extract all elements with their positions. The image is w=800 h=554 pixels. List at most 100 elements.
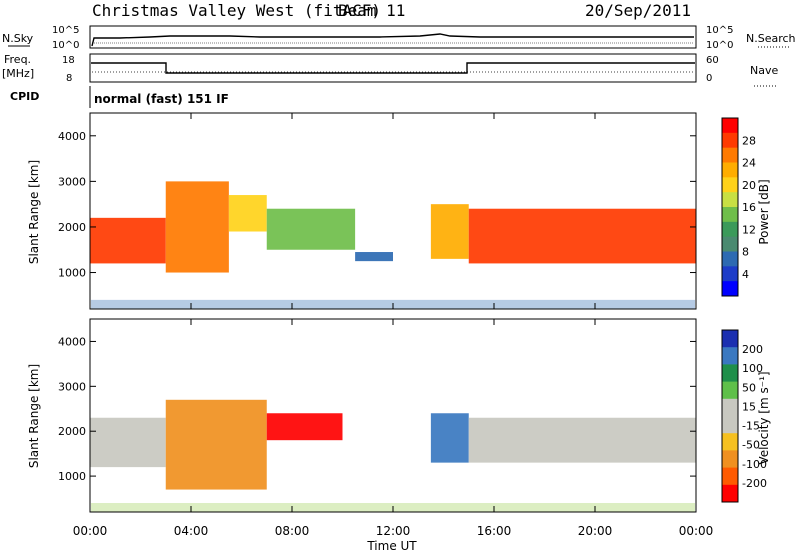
xtick-label-6: 00:00 <box>679 524 714 538</box>
velocity-colorbar-swatch-3 <box>722 381 738 400</box>
velocity-colorbar-swatch-5 <box>722 416 738 434</box>
power-colorbar-swatch-7 <box>722 221 738 238</box>
xtick-label-2: 08:00 <box>275 524 310 538</box>
power-colorbar-tick-1: 24 <box>742 157 756 170</box>
velocity-colorbar-tick-3: 15 <box>742 400 756 413</box>
power-band-0 <box>90 217 166 264</box>
nsky-tick-top: 10^5 <box>52 25 79 36</box>
power-colorbar-swatch-6 <box>722 207 738 223</box>
beam-title: Beam 11 <box>338 1 405 20</box>
nsearch-tick-top: 10^5 <box>706 25 733 36</box>
freq-panel-frame <box>89 53 697 83</box>
nave-label: Nave <box>750 64 778 77</box>
velocity-band-2 <box>266 413 343 441</box>
cpid-label: CPID <box>10 90 39 103</box>
power-ylabel: Slant Range [km] <box>27 160 41 264</box>
power-colorbar-tick-5: 8 <box>742 246 749 259</box>
xtick-label-1: 04:00 <box>174 524 209 538</box>
nave-tick-bottom: 0 <box>706 73 712 84</box>
nsky-label: N.Sky <box>2 32 34 45</box>
power-colorbar-swatch-4 <box>722 177 738 193</box>
xtick-label-4: 16:00 <box>477 524 512 538</box>
velocity-y-axis: 1000 2000 3000 4000 <box>58 335 696 483</box>
velocity-colorbar-swatch-9 <box>722 484 738 503</box>
velocity-ytick-label-2: 3000 <box>58 380 86 393</box>
cpid-value: normal (fast) 151 IF <box>94 92 229 106</box>
xtick-label-0: 00:00 <box>73 524 108 538</box>
power-ytick-label-2: 3000 <box>58 175 86 188</box>
power-colorbar-swatch-5 <box>722 192 738 208</box>
nsearch-tick-bottom: 10^0 <box>706 40 733 51</box>
time-xlabel: Time UT <box>366 539 417 553</box>
freq-unit: [MHz] <box>2 67 34 80</box>
velocity-colorbar-swatch-0 <box>722 330 738 348</box>
nsearch-label: N.Search <box>746 32 796 45</box>
power-colorbar-tick-6: 4 <box>742 268 749 281</box>
velocity-band-4 <box>468 417 696 463</box>
velocity-colorbar-tick-7: -200 <box>742 477 767 490</box>
freq-label: Freq. <box>4 53 31 66</box>
velocity-colorbar-swatch-6 <box>722 433 738 451</box>
power-band-5 <box>430 204 469 259</box>
velocity-colorbar-swatch-1 <box>722 347 738 365</box>
velocity-ylabel: Slant Range [km] <box>27 364 41 468</box>
power-colorbar-swatch-10 <box>722 266 738 282</box>
velocity-colorbar-label: Velocity [m s⁻¹] <box>757 371 771 464</box>
nsky-trace <box>91 33 694 47</box>
power-y-axis: 1000 2000 3000 4000 <box>58 130 696 280</box>
velocity-colorbar-tick-6: -100 <box>742 458 767 471</box>
power-band-4 <box>355 252 393 262</box>
xtick-label-3: 12:00 <box>376 524 411 538</box>
velocity-colorbar-swatch-4 <box>722 398 738 417</box>
power-ytick-label-0: 1000 <box>58 267 86 280</box>
power-colorbar: 28 24 20 16 12 8 4 <box>721 117 756 297</box>
xtick-label-5: 20:00 <box>578 524 613 538</box>
power-colorbar-swatch-0 <box>722 118 738 134</box>
velocity-colorbar-tick-4: -15 <box>742 420 760 433</box>
date-title: 20/Sep/2011 <box>585 1 691 20</box>
power-colorbar-swatch-1 <box>722 132 738 149</box>
nave-tick-top: 60 <box>706 55 719 66</box>
velocity-ytick-label-3: 4000 <box>58 335 86 348</box>
nsky-panel-frame <box>89 25 697 49</box>
velocity-colorbar-tick-0: 200 <box>742 343 763 356</box>
freq-tick-top: 18 <box>62 55 75 66</box>
power-band-2 <box>228 195 267 232</box>
velocity-colorbar-swatch-7 <box>722 450 738 469</box>
power-colorbar-tick-0: 28 <box>742 134 756 147</box>
velocity-colorbar-frame <box>721 329 739 503</box>
power-band-1 <box>165 181 229 273</box>
power-colorbar-tick-2: 20 <box>742 179 756 192</box>
power-colorbar-label: Power [dB] <box>757 179 771 244</box>
station-title: Christmas Valley West (fitACF) <box>92 1 381 20</box>
power-colorbar-swatch-11 <box>722 281 738 297</box>
velocity-ytick-label-0: 1000 <box>58 470 86 483</box>
time-x-axis: 00:00 04:00 08:00 12:00 16:00 20:00 00:00 <box>73 113 714 538</box>
power-ytick-label-1: 2000 <box>58 221 86 234</box>
velocity-band-0 <box>90 417 166 468</box>
power-colorbar-swatch-8 <box>722 236 738 252</box>
freq-tick-bottom: 8 <box>66 73 72 84</box>
power-band-3 <box>266 208 356 250</box>
velocity-colorbar-tick-1: 100 <box>742 362 763 375</box>
velocity-colorbar-tick-5: -50 <box>742 439 760 452</box>
freq-trace <box>91 62 695 74</box>
power-heatmap-panel: 1000 2000 3000 4000 Slant Range [km] <box>27 112 697 310</box>
power-colorbar-tick-4: 12 <box>742 223 756 236</box>
power-colorbar-frame <box>721 117 739 297</box>
velocity-band-3 <box>430 413 469 463</box>
velocity-heatmap-panel: 1000 2000 3000 4000 Slant Range [km] <box>27 318 697 513</box>
velocity-colorbar-swatch-8 <box>722 467 738 486</box>
nsky-tick-bottom: 10^0 <box>52 40 79 51</box>
velocity-colorbar: 200 100 50 15 -15 -50 -100 -200 <box>721 329 767 503</box>
velocity-band-1 <box>165 399 267 490</box>
power-band-6 <box>468 208 696 264</box>
power-colorbar-swatch-9 <box>722 251 738 267</box>
velocity-colorbar-tick-2: 50 <box>742 381 756 394</box>
velocity-ytick-label-1: 2000 <box>58 425 86 438</box>
power-ytick-label-3: 4000 <box>58 130 86 143</box>
velocity-colorbar-swatch-2 <box>722 364 738 383</box>
power-colorbar-swatch-2 <box>722 147 738 163</box>
power-colorbar-tick-3: 16 <box>742 201 756 214</box>
